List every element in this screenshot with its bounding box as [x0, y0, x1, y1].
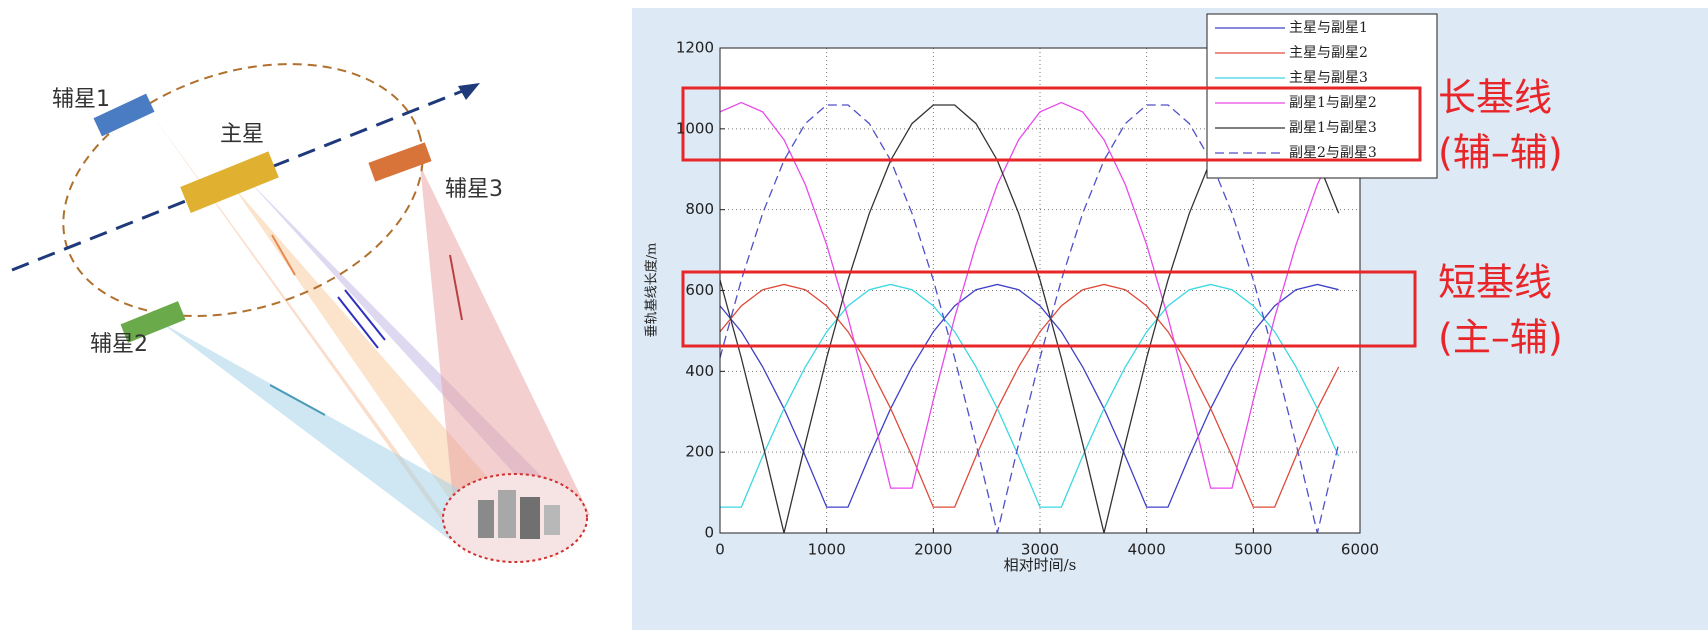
satellite [180, 151, 279, 213]
satellite-label: 辅星1 [52, 87, 110, 112]
building [520, 497, 540, 539]
legend-label: 副星2与副星3 [1289, 145, 1377, 161]
satellite-label: 主星 [220, 122, 264, 147]
y-tick-label: 1000 [676, 119, 714, 137]
y-tick-label: 1200 [676, 39, 714, 57]
y-tick-label: 200 [685, 443, 714, 461]
legend: 主星与副星1 主星与副星2 主星与副星3 副星1与副星2 副星1与副星3 副星2与副星3 [1206, 13, 1438, 179]
y-tick-label: 600 [685, 281, 714, 299]
satellite [368, 142, 432, 182]
x-axis-label: 相对时间/s [1004, 556, 1077, 574]
x-tick-label: 1000 [808, 541, 846, 559]
x-tick-label: 3000 [1021, 541, 1059, 559]
arrow [458, 83, 480, 100]
satellite [93, 93, 155, 137]
building [498, 490, 516, 538]
building [478, 500, 494, 538]
arrow [269, 384, 326, 416]
building [544, 505, 560, 535]
y-axis-label: 垂轨基线长度/m [644, 243, 660, 338]
annotation: (辅–辅) [1438, 131, 1563, 175]
legend-label: 主星与副星1 [1289, 20, 1368, 36]
beam [150, 112, 470, 560]
x-tick-label: 6000 [1341, 541, 1379, 559]
satellite [120, 301, 186, 343]
x-tick-label: 2000 [914, 541, 952, 559]
satellite-label: 辅星3 [445, 177, 503, 202]
legend-label: 主星与副星2 [1289, 45, 1368, 61]
y-tick-label: 400 [685, 362, 714, 380]
legend-label: 副星1与副星2 [1289, 95, 1377, 111]
highlight-box [681, 270, 1417, 348]
data-line [719, 104, 1340, 534]
satellite-label: 辅星2 [90, 332, 148, 357]
x-tick-label: 5000 [1234, 541, 1272, 559]
x-tick-label: 4000 [1128, 541, 1166, 559]
arrow [337, 296, 379, 349]
y-tick-label: 0 [704, 524, 714, 542]
legend-label: 副星1与副星3 [1289, 120, 1377, 136]
annotation: (主–辅) [1438, 316, 1563, 360]
legend-label: 主星与副星3 [1289, 70, 1368, 86]
annotation: 短基线 [1438, 261, 1552, 305]
data-line [719, 283, 1340, 508]
arrow [449, 254, 463, 321]
arrow [344, 289, 386, 341]
illustration: 辅星1 主星 辅星3 辅星2 [11, 63, 590, 563]
track [11, 88, 466, 272]
data-line [720, 283, 1340, 508]
beam [160, 322, 470, 540]
highlight-box [681, 86, 1422, 162]
legend-box [1206, 13, 1438, 179]
data-line [719, 283, 1339, 508]
data-line [719, 101, 1340, 489]
plot-frame [719, 47, 1361, 534]
beam [420, 165, 590, 520]
y-tick-label: 800 [685, 200, 714, 218]
annotation: 长基线 [1438, 76, 1552, 120]
x-tick-label: 0 [715, 541, 725, 559]
arrow [271, 234, 296, 276]
